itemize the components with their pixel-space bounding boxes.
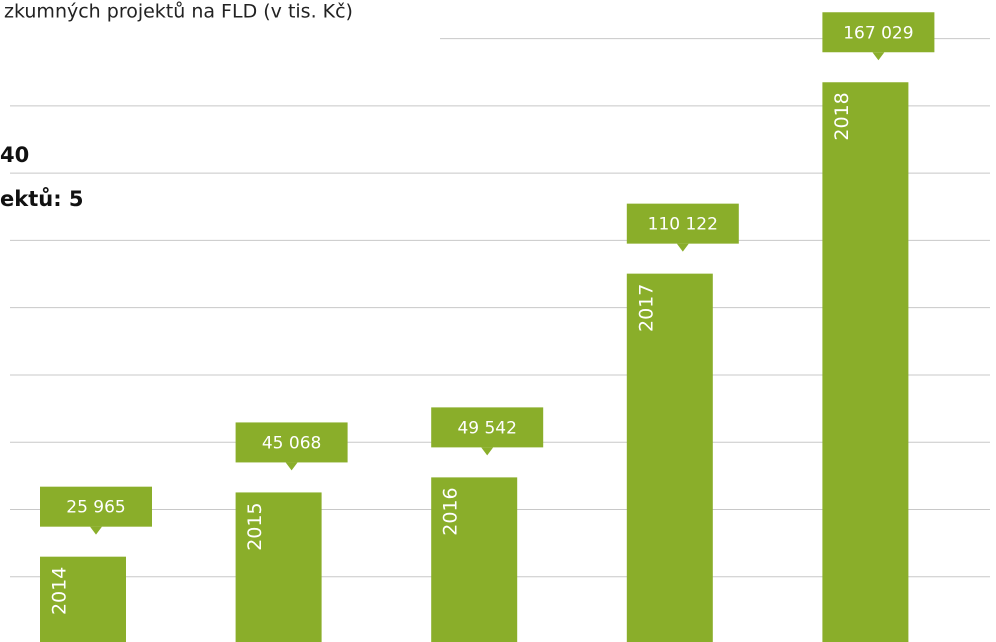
value-label-pointer (676, 243, 689, 252)
value-label-box (822, 12, 935, 53)
value-label-box (431, 407, 544, 448)
annotation: ektů: 5 (0, 187, 84, 211)
value-label-pointer (481, 447, 494, 456)
bar (40, 556, 126, 642)
value-label: 110 122 (648, 215, 718, 235)
chart-title: zkumných projektů na FLD (v tis. Kč) (4, 1, 353, 23)
value-label: 49 542 (457, 418, 516, 438)
x-tick-label: 2018 (831, 92, 853, 140)
value-label-pointer (872, 52, 885, 61)
value-label: 25 965 (66, 498, 125, 518)
bar (822, 82, 909, 642)
value-label-pointer (90, 526, 102, 535)
x-tick-label: 2017 (635, 284, 657, 332)
x-tick-label: 2014 (49, 567, 71, 615)
value-label-pointer (285, 462, 298, 471)
bar (431, 477, 518, 642)
bar (626, 273, 713, 642)
x-tick-label: 2015 (244, 502, 266, 550)
annotation: 40 (0, 143, 29, 167)
value-label: 45 068 (262, 433, 321, 453)
value-label-box (40, 486, 152, 527)
bar (235, 492, 322, 642)
value-label: 167 029 (843, 23, 913, 43)
value-label-box (235, 422, 348, 463)
x-tick-label: 2016 (440, 487, 462, 535)
value-label-box (626, 203, 739, 244)
